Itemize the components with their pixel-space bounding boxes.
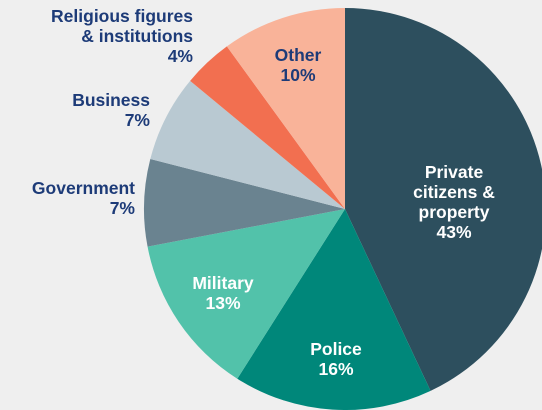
pie-slice-5 bbox=[190, 46, 345, 209]
pie-slice-3 bbox=[143, 159, 345, 247]
slice-category-label: Business bbox=[72, 90, 150, 110]
slice-label-6: Other 10% bbox=[275, 45, 322, 85]
pie-slice-1 bbox=[237, 209, 431, 410]
slice-category-label: Government bbox=[32, 178, 135, 198]
slice-value-label: 4% bbox=[168, 46, 194, 66]
slice-category-label: property bbox=[419, 202, 490, 222]
slice-label-3: Government 7% bbox=[32, 178, 136, 218]
slice-value-label: 13% bbox=[205, 293, 240, 313]
slice-value-label: 16% bbox=[318, 359, 353, 379]
slice-category-label: Private bbox=[425, 162, 484, 182]
slice-value-label: 7% bbox=[125, 110, 151, 130]
pie-slice-4 bbox=[150, 80, 345, 209]
slice-category-label: Other bbox=[275, 45, 322, 65]
slice-label-2: Military 13% bbox=[192, 273, 254, 313]
slice-category-label: Police bbox=[310, 339, 362, 359]
slice-value-label: 10% bbox=[280, 65, 315, 85]
pie-slice-6 bbox=[226, 8, 345, 209]
slice-label-1: Police 16% bbox=[310, 339, 362, 379]
slice-category-label: Religious figures bbox=[51, 6, 193, 26]
slice-label-0: Private citizens & property 43% bbox=[413, 162, 495, 242]
slice-category-label: & institutions bbox=[81, 26, 193, 46]
pie-slice-2 bbox=[147, 209, 345, 379]
slice-category-label: Military bbox=[192, 273, 254, 293]
pie-slice-0 bbox=[345, 8, 542, 391]
slice-category-label: citizens & bbox=[413, 182, 495, 202]
slice-label-4: Business 7% bbox=[72, 90, 150, 130]
slice-label-5: Religious figures & institutions 4% bbox=[51, 6, 193, 66]
slice-value-label: 7% bbox=[110, 198, 136, 218]
slice-value-label: 43% bbox=[436, 222, 471, 242]
